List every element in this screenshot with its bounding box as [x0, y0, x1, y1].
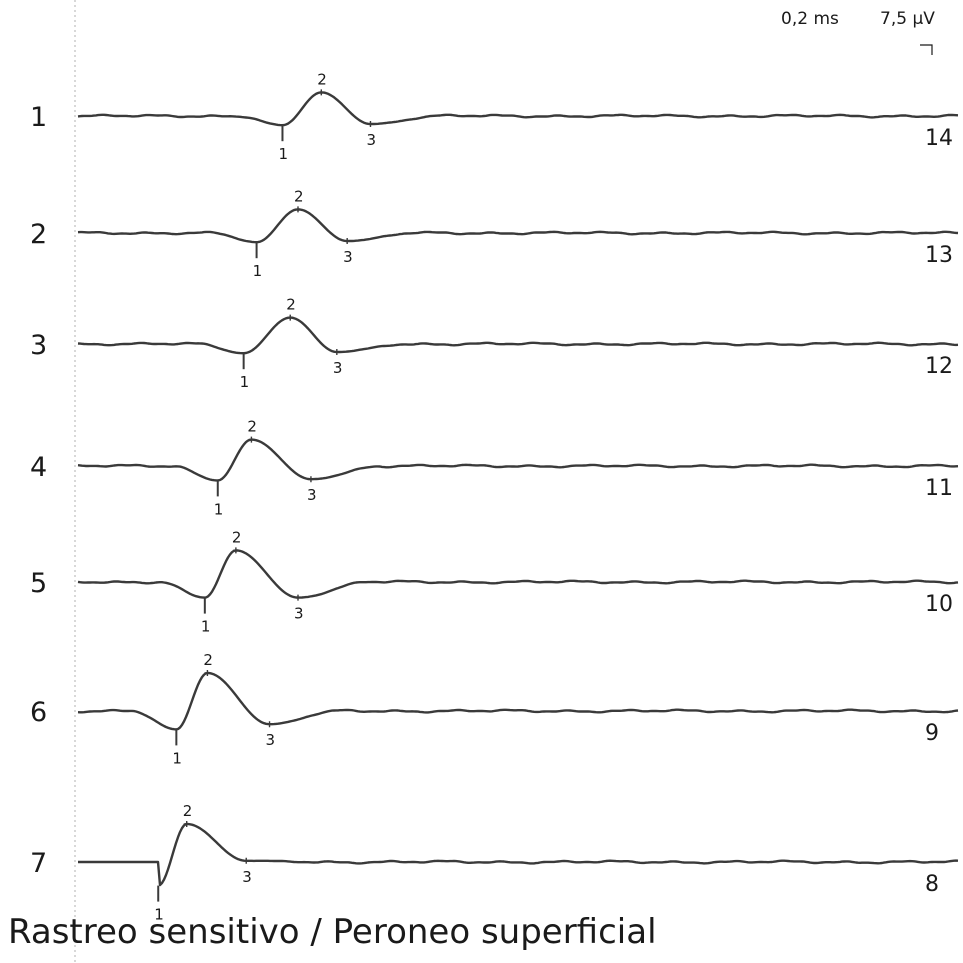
marker-1-label: 1: [278, 145, 288, 163]
marker-2-label: 2: [286, 296, 296, 314]
marker-3-tick: [266, 721, 273, 728]
marker-3-tick: [307, 476, 314, 483]
marker-1-label: 1: [253, 262, 263, 280]
trace-right-label: 14: [925, 126, 953, 151]
chart-caption: Rastreo sensitivo / Peroneo superficial: [8, 912, 657, 952]
marker-3-label: 3: [266, 731, 276, 749]
marker-3-label: 3: [307, 486, 317, 504]
marker-3-label: 3: [242, 868, 252, 886]
marker-3-tick: [344, 238, 351, 244]
marker-2-label: 2: [183, 802, 193, 820]
trace-right-label: 8: [925, 872, 939, 897]
time-scale-label: 0,2 ms: [781, 9, 839, 29]
trace-2-waveform: [77, 208, 959, 244]
marker-2-tick: [318, 89, 325, 96]
trace-4-waveform: [77, 438, 959, 482]
marker-2-tick: [204, 670, 211, 676]
trace-right-label: 11: [925, 476, 953, 501]
marker-1-label: 1: [214, 500, 224, 518]
trace-left-label: 4: [30, 452, 47, 483]
marker-2-tick: [287, 314, 294, 321]
marker-3-tick: [243, 857, 250, 864]
marker-3-label: 3: [343, 248, 353, 266]
marker-2-label: 2: [232, 528, 242, 546]
trace-right-label: 12: [925, 354, 953, 379]
marker-2-label: 2: [317, 70, 327, 88]
marker-3-label: 3: [294, 605, 304, 623]
marker-3-tick: [333, 349, 340, 355]
trace-1-waveform: [77, 91, 959, 127]
marker-3-tick: [295, 594, 301, 601]
marker-2-label: 2: [294, 187, 304, 205]
trace-left-label: 6: [30, 697, 47, 728]
marker-2-tick: [295, 206, 301, 213]
scale-bar-icon: [920, 44, 933, 55]
marker-1-label: 1: [240, 373, 250, 391]
marker-1-label: 1: [172, 749, 182, 767]
trace-right-label: 9: [925, 721, 939, 746]
trace-left-label: 2: [30, 219, 47, 250]
marker-3-label: 3: [333, 359, 343, 377]
marker-2-tick: [248, 436, 255, 443]
amplitude-scale-label: 7,5 µV: [880, 9, 935, 29]
trace-3-waveform: [77, 316, 959, 355]
trace-left-label: 1: [30, 102, 47, 133]
marker-1-label: 1: [201, 618, 211, 636]
marker-1-label: 1: [154, 906, 164, 924]
trace-left-label: 7: [30, 848, 47, 879]
trace-7-waveform: [78, 822, 959, 887]
trace-5-waveform: [77, 549, 959, 599]
trace-left-label: 5: [30, 568, 47, 599]
marker-2-tick: [232, 547, 239, 554]
trace-right-label: 13: [925, 243, 953, 268]
marker-2-tick: [183, 821, 190, 827]
marker-2-label: 2: [247, 418, 257, 436]
trace-left-label: 3: [30, 330, 47, 361]
trace-6-waveform: [77, 671, 959, 731]
trace-right-label: 10: [925, 592, 953, 617]
marker-3-label: 3: [366, 131, 376, 149]
marker-3-tick: [367, 121, 374, 127]
marker-2-label: 2: [203, 651, 213, 669]
